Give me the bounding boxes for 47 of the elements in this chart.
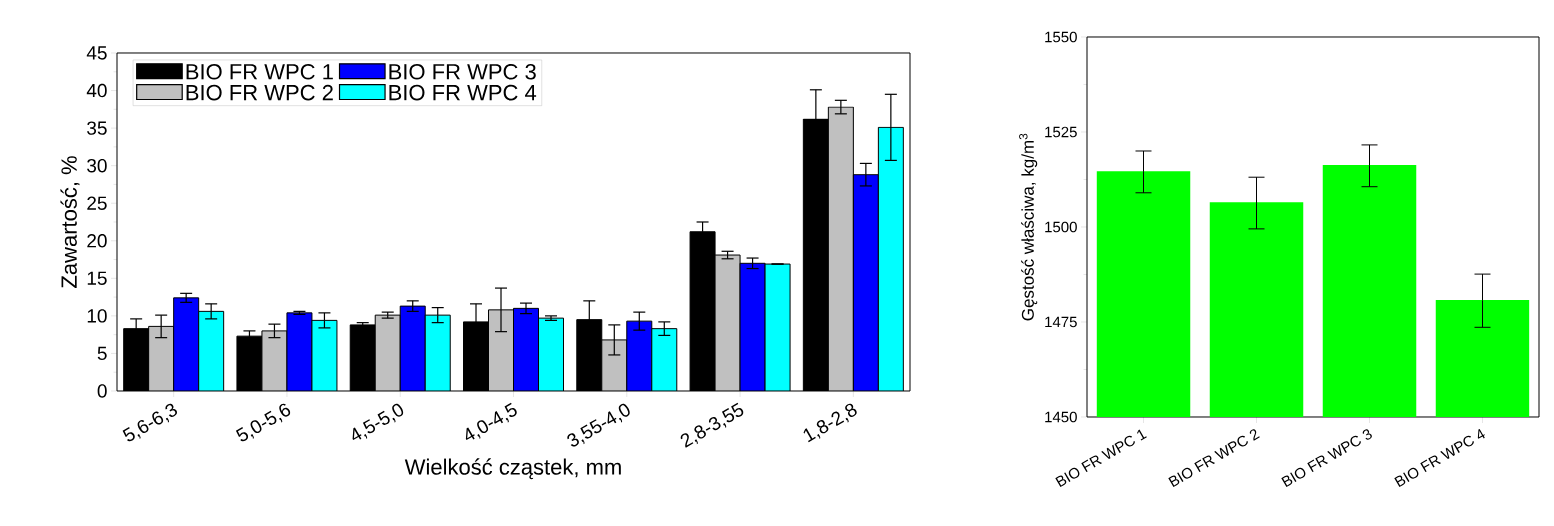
y-tick-label: 30 (87, 158, 107, 173)
bar (626, 321, 652, 391)
legend-label: BIO FR WPC 1 (186, 63, 333, 80)
x-axis-title: Wielkość cząstek, mm (404, 458, 621, 480)
y-tick-label: 45 (86, 46, 107, 60)
y-tick-label: 0 (97, 384, 107, 398)
y-axis-title: Gęstość właściwa, kg/m$^{3}$ (1019, 133, 1038, 321)
y-tick-label: 40 (86, 83, 107, 98)
x-tick-label: BIO FR WPC 1 (1055, 429, 1147, 488)
y-tick-label: 1475 (1045, 316, 1077, 328)
legend-label: BIO FR WPC 2 (186, 84, 333, 101)
bar (852, 174, 879, 391)
legend-label: BIO FR WPC 3 (389, 63, 536, 80)
y-tick-label: 10 (87, 309, 107, 323)
bar (765, 264, 791, 391)
y-tick-label: 15 (87, 271, 107, 285)
y-tick-label: 20 (87, 234, 107, 248)
bar (311, 320, 337, 391)
y-tick-label: 25 (87, 196, 107, 210)
y-axis-title: Zawartość, % (60, 156, 80, 288)
y-tick-label: 5 (97, 346, 107, 361)
x-tick-label: BIO FR WPC 3 (1281, 429, 1372, 488)
bar (715, 255, 741, 391)
y-tick-label: 1525 (1045, 126, 1077, 138)
bar (740, 263, 766, 391)
bar (173, 297, 199, 391)
bar (877, 126, 904, 391)
bar (513, 308, 539, 391)
bar (827, 106, 854, 391)
bar (425, 315, 451, 391)
y-tick-label: 1450 (1045, 411, 1077, 423)
bar (375, 315, 401, 391)
y-tick-label: 35 (87, 121, 107, 135)
bar (148, 326, 174, 391)
bar (400, 306, 426, 391)
y-tick-label: 1550 (1045, 31, 1077, 43)
bar (198, 311, 224, 391)
bar (651, 328, 677, 391)
bar (286, 312, 312, 391)
bar (488, 309, 514, 391)
bar (601, 339, 627, 391)
legend-label: BIO FR WPC 4 (389, 84, 537, 101)
x-tick-label: BIO FR WPC 2 (1168, 429, 1260, 488)
bar (538, 318, 564, 391)
x-tick-label: BIO FR WPC 4 (1394, 428, 1485, 488)
bar (261, 330, 287, 391)
y-tick-label: 1500 (1045, 221, 1077, 233)
